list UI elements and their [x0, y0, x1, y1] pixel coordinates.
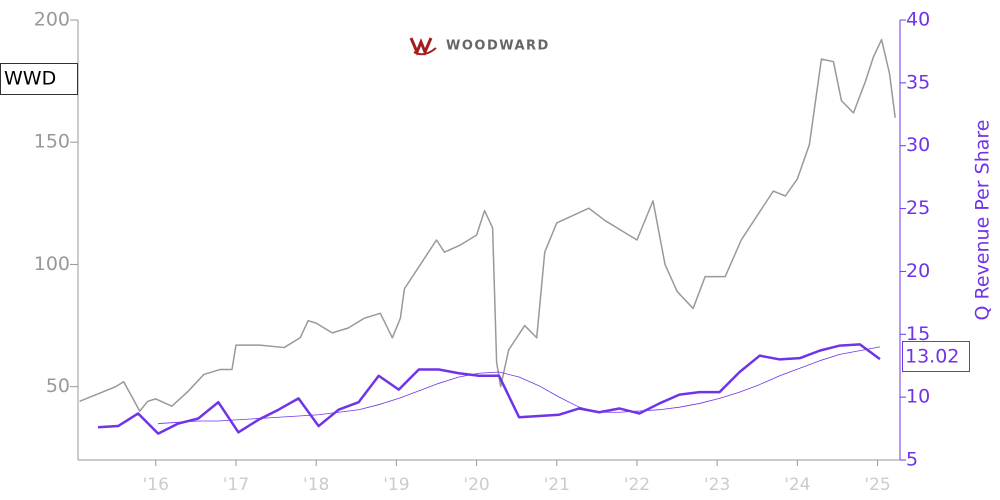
x-tick-label: '19	[383, 475, 409, 495]
y-tick-label: 100	[34, 253, 70, 275]
x-tick-label: '24	[784, 475, 810, 495]
last-value-label: 13.02	[905, 346, 959, 368]
x-tick-label: '21	[544, 475, 570, 495]
x-tick-label: '17	[223, 475, 249, 495]
x-tick-label: '18	[303, 475, 329, 495]
series-line	[158, 346, 881, 424]
y2-tick-label: 35	[906, 71, 930, 93]
y2-axis-label: Q Revenue Per Share	[972, 120, 994, 321]
y2-tick-label: 15	[906, 323, 930, 345]
x-tick-label: '25	[864, 475, 890, 495]
y-tick-label: 50	[46, 375, 70, 397]
x-tick-label: '23	[704, 475, 730, 495]
y2-tick-label: 5	[906, 449, 918, 471]
logo-icon	[409, 37, 433, 56]
y2-tick-label: 30	[906, 134, 930, 156]
y-tick-label: 150	[34, 131, 70, 153]
x-tick-label: '22	[624, 475, 650, 495]
series-line	[79, 38, 896, 412]
x-tick-label: '16	[143, 475, 169, 495]
logo: WOODWARD	[409, 37, 550, 56]
logo-text: WOODWARD	[446, 39, 550, 54]
logo-swoosh	[413, 47, 437, 56]
last-value-box	[902, 341, 970, 372]
y2-tick-label: 40	[906, 9, 930, 31]
y2-tick-label: 20	[906, 260, 930, 282]
x-tick-label: '20	[463, 475, 489, 495]
series-line	[97, 343, 881, 435]
y-tick-label: 200	[34, 9, 70, 31]
plot	[79, 38, 896, 435]
y2-tick-label: 10	[906, 386, 930, 408]
ticker-box	[0, 63, 78, 95]
y2-tick-label: 25	[906, 197, 930, 219]
ticker-label: WWD	[4, 68, 56, 90]
